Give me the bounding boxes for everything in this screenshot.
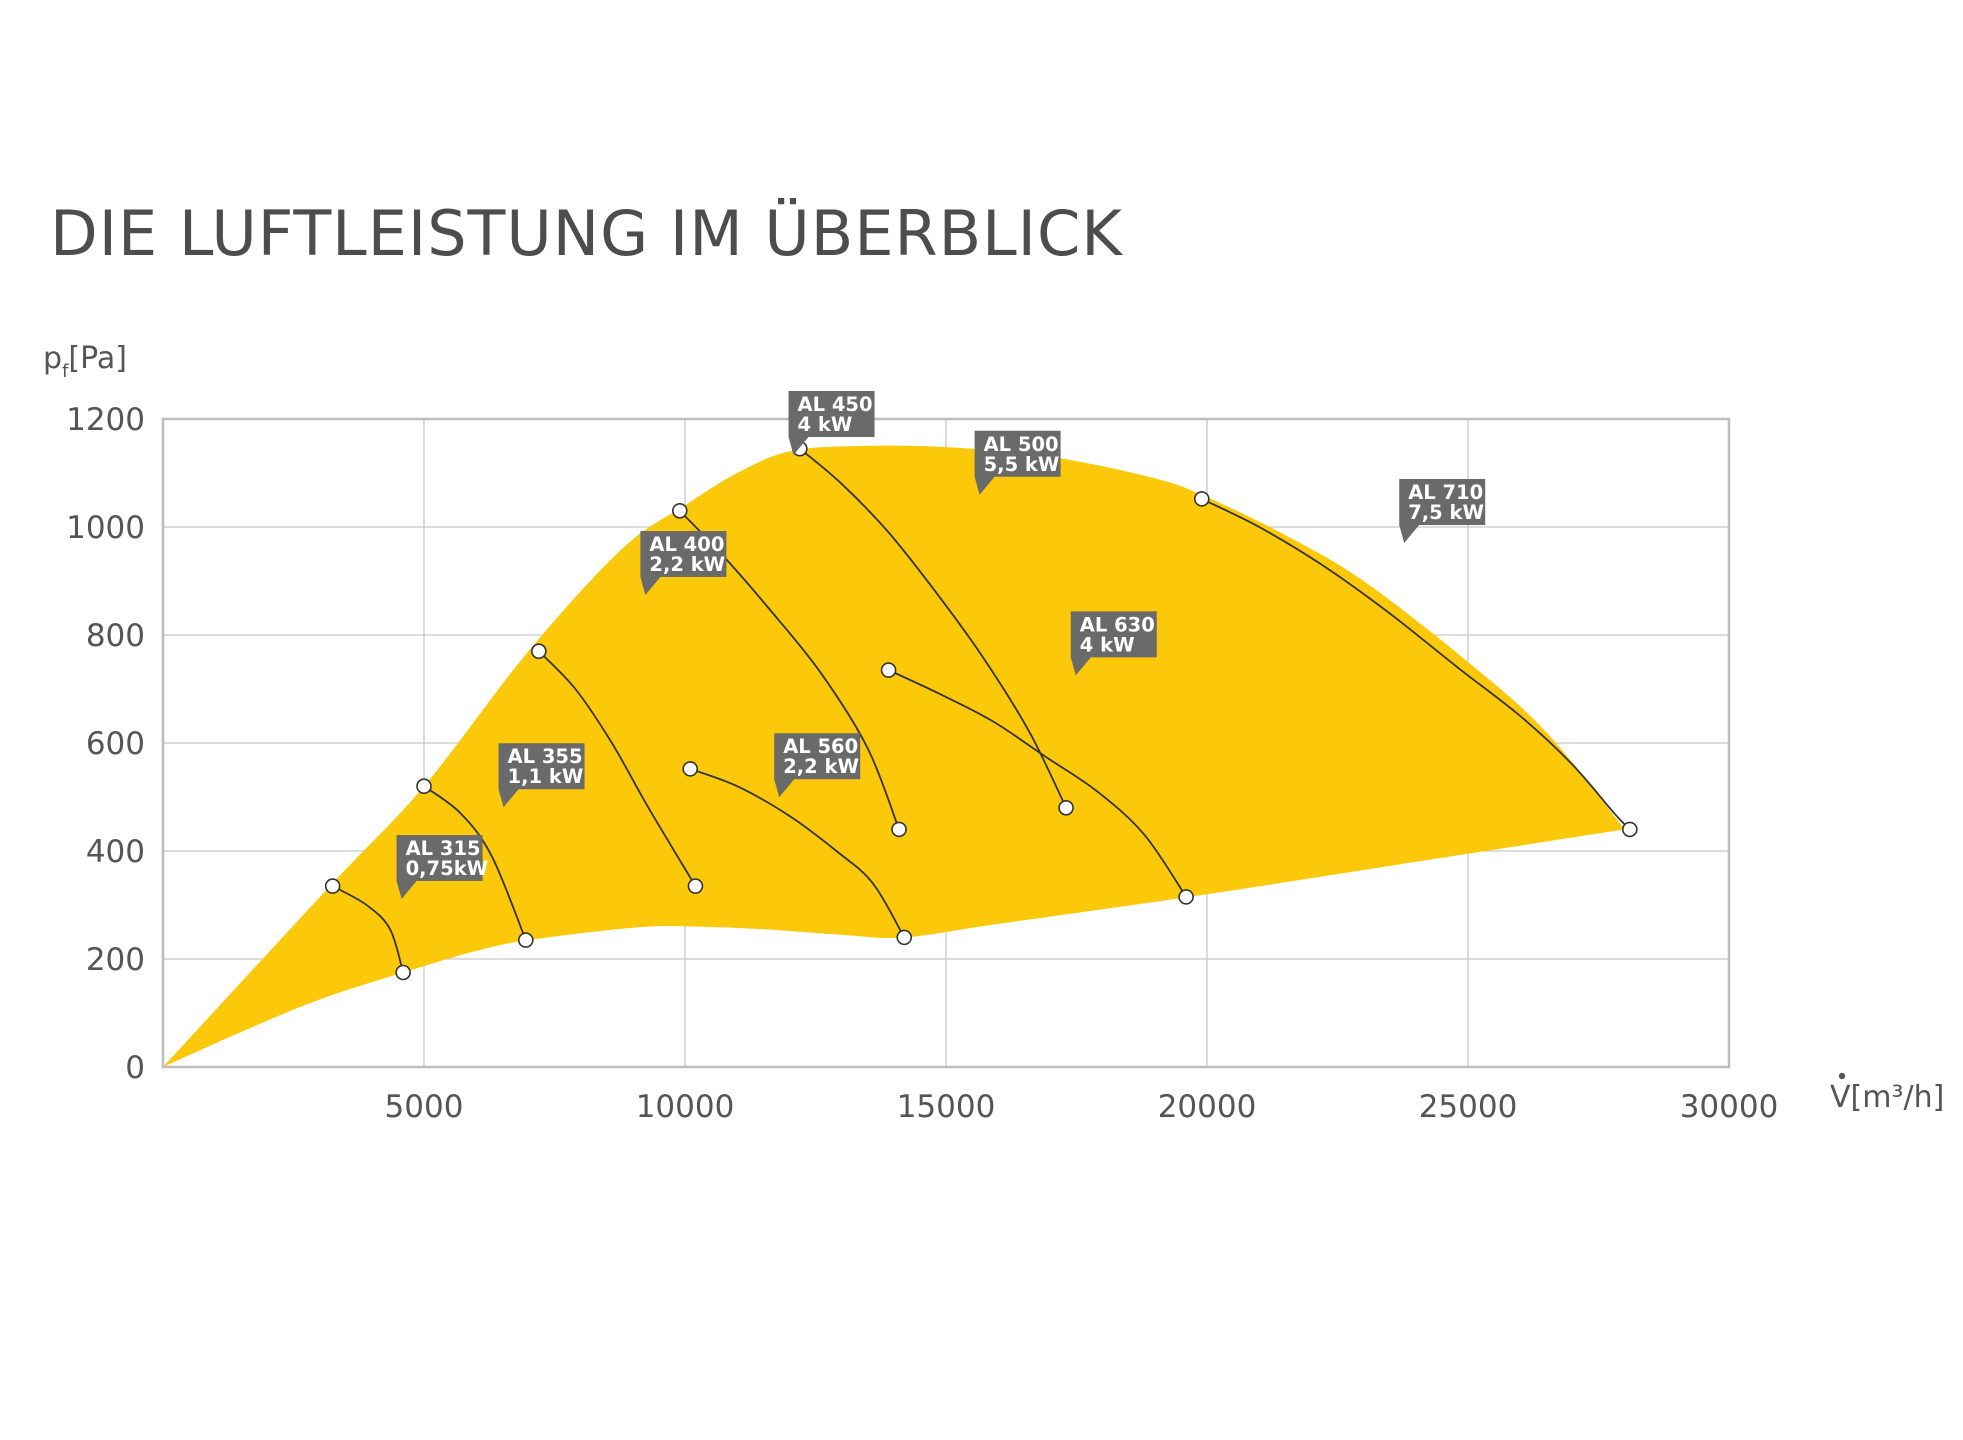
x-tick-label: 20000 (1158, 1089, 1257, 1125)
curve-endpoint (1193, 491, 1210, 507)
tick-labels: 5000 10000 15000 20000 25000 30000 0 200 400 600 8… (66, 402, 1778, 1125)
label-model: AL 450 (798, 393, 873, 416)
curve-endpoint (896, 929, 913, 946)
y-axis-label: pf[Pa] (43, 341, 127, 382)
y-tick-label: 600 (86, 726, 145, 762)
x-axis-label: V[m³/h] (1830, 1072, 1944, 1115)
label-box (396, 835, 483, 899)
curve-endpoint (891, 821, 907, 838)
label-box (1070, 611, 1157, 676)
performance-area (163, 445, 1625, 1067)
flow-rate-dot (1838, 1072, 1846, 1080)
curve-endpoint (1178, 889, 1194, 905)
curve-endpoint (531, 643, 547, 660)
x-tick-label: 30000 (1680, 1089, 1779, 1125)
curve-al-500 (799, 448, 1067, 809)
label-box (640, 531, 727, 595)
label-box (1399, 479, 1486, 543)
label-box (498, 743, 585, 808)
curve-al-560 (689, 768, 905, 938)
curve-endpoint (395, 964, 411, 981)
chart-title: DIE LUFTLEISTUNG IM ÜBERBLICK (50, 197, 1123, 270)
label-power: 0,75kW (406, 857, 489, 880)
curve-endpoint (1622, 821, 1638, 838)
y-tick-label: 0 (125, 1050, 145, 1086)
y-tick-label: 1200 (66, 402, 145, 438)
label-power: 4 kW (1080, 633, 1135, 656)
curve-al-710 (1201, 498, 1631, 831)
label-box (974, 430, 1061, 495)
plot-border (161, 417, 1731, 1069)
label-model: AL 500 (984, 433, 1059, 456)
curve-al-630 (888, 669, 1187, 898)
label-power: 5,5 kW (984, 453, 1060, 476)
curve-endpoint (880, 662, 897, 678)
label-model: AL 315 (406, 837, 481, 860)
label-model: AL 560 (783, 735, 858, 758)
label-model: AL 400 (649, 533, 724, 556)
label-model: AL 355 (508, 745, 583, 768)
label-model: AL 710 (1408, 481, 1483, 504)
curve-al-315 (332, 885, 404, 973)
svg-text:V[m³/h]: V[m³/h] (1830, 1080, 1944, 1115)
label-power: 4 kW (798, 413, 853, 436)
curve-endpoint (517, 932, 534, 948)
y-tick-label: 200 (86, 942, 145, 978)
curve-endpoint (416, 778, 432, 795)
curve-endpoint (687, 878, 704, 894)
label-power: 2,2 kW (649, 553, 725, 576)
label-power: 1,1 kW (508, 765, 584, 788)
label-box (774, 733, 861, 798)
curve-endpoint (324, 878, 341, 894)
x-tick-label: 10000 (636, 1089, 735, 1125)
curve-endpoint (671, 502, 688, 519)
curve-al-400 (538, 650, 697, 887)
y-tick-label: 1000 (66, 510, 145, 546)
label-box (788, 391, 875, 455)
curve-endpoint (1058, 799, 1074, 816)
plot-frame (161, 417, 1731, 1069)
label-power: 7,5 kW (1408, 501, 1484, 524)
label-power: 2,2 kW (783, 755, 859, 778)
x-tick-label: 15000 (897, 1089, 996, 1125)
x-tick-label: 5000 (385, 1089, 464, 1125)
x-tick-label: 25000 (1419, 1089, 1518, 1125)
operating-range-area (163, 445, 1625, 1067)
y-tick-label: 400 (86, 834, 145, 870)
curve-endpoint (682, 761, 699, 777)
y-tick-label: 800 (86, 618, 145, 654)
label-model: AL 630 (1080, 613, 1155, 636)
